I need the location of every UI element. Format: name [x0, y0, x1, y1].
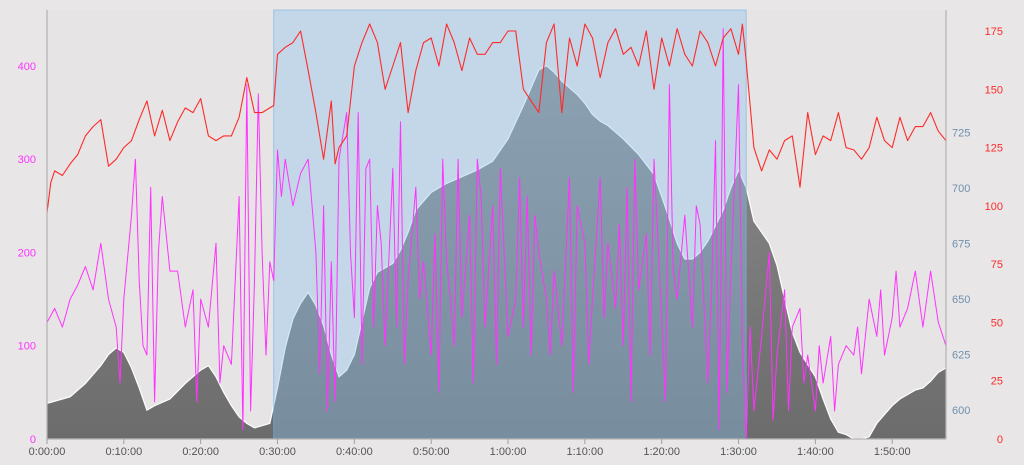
x-tick-label: 1:40:00: [797, 446, 834, 458]
y-tick-label-heart-rate: 100: [985, 201, 1003, 213]
y-tick-label-power: 300: [18, 154, 36, 166]
selection-highlight[interactable]: [273, 9, 747, 440]
y-tick-label-heart-rate: 150: [985, 84, 1003, 96]
x-tick-label: 1:30:00: [720, 446, 757, 458]
y-tick-label-elevation: 725: [952, 127, 970, 139]
y-tick-label-power: 0: [30, 434, 36, 446]
x-tick-label: 1:50:00: [874, 446, 911, 458]
x-tick-label: 1:20:00: [643, 446, 680, 458]
y-tick-label-elevation: 625: [952, 350, 970, 362]
x-tick-label: 0:30:00: [259, 446, 296, 458]
series-heart-rate-line: [47, 23, 946, 213]
series-power-line: [47, 28, 946, 439]
series-elevation-area: [47, 64, 946, 439]
y-tick-label-elevation: 650: [952, 294, 970, 306]
x-tick-label: 0:20:00: [182, 446, 219, 458]
y-tick-label-heart-rate: 25: [991, 376, 1003, 388]
y-tick-label-elevation: 600: [952, 405, 970, 417]
y-tick-label-heart-rate: 50: [991, 317, 1003, 329]
y-tick-label-elevation: 700: [952, 183, 970, 195]
x-tick-label: 0:10:00: [105, 446, 142, 458]
x-tick-label: 0:40:00: [336, 446, 373, 458]
y-tick-label-heart-rate: 175: [985, 26, 1003, 38]
y-tick-label-elevation: 675: [952, 238, 970, 250]
y-tick-label-heart-rate: 75: [991, 259, 1003, 271]
y-tick-label-heart-rate: 0: [997, 434, 1003, 446]
x-tick-label: 0:50:00: [413, 446, 450, 458]
y-tick-label-heart-rate: 125: [985, 143, 1003, 155]
x-tick-label: 1:00:00: [490, 446, 527, 458]
x-tick-label: 0:00:00: [29, 446, 66, 458]
x-tick-label: 1:10:00: [567, 446, 604, 458]
y-tick-label-power: 100: [18, 341, 36, 353]
y-tick-label-power: 400: [18, 61, 36, 73]
y-tick-label-power: 200: [18, 247, 36, 259]
